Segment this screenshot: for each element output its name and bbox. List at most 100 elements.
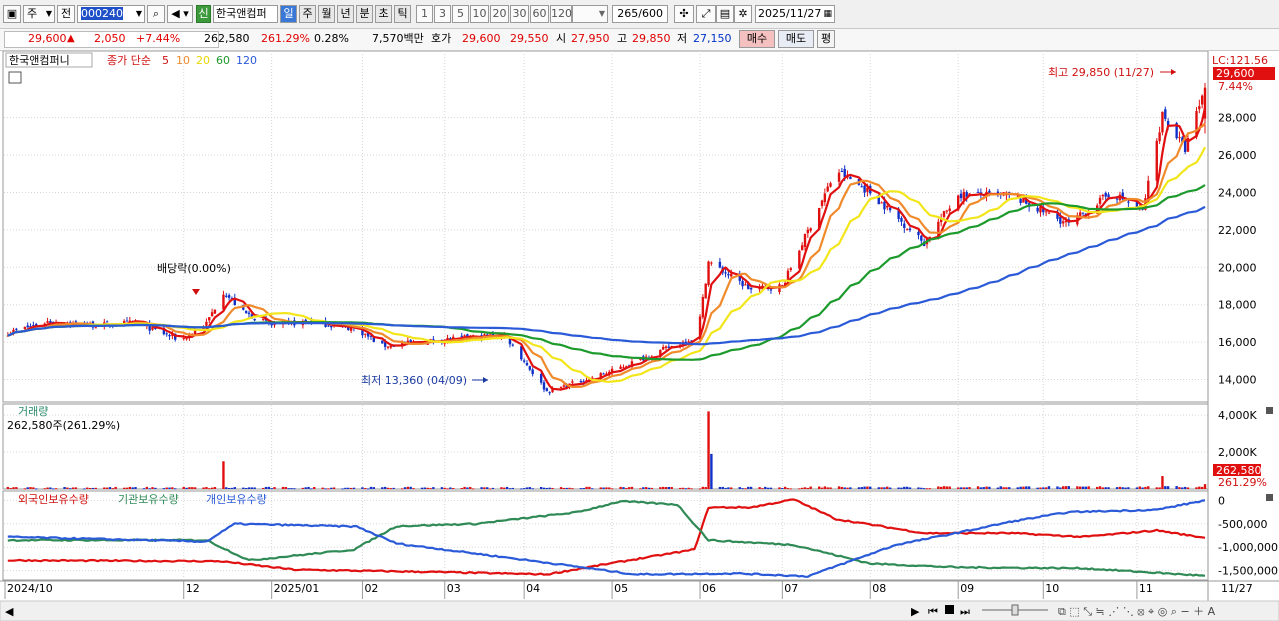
volume-bar — [1181, 487, 1184, 489]
period-button[interactable]: 주 — [299, 5, 316, 23]
volume-bar — [959, 487, 963, 489]
sell-button[interactable]: 매도 — [778, 30, 814, 48]
volume-bar — [270, 488, 273, 490]
candle-body — [1178, 137, 1181, 139]
period-button[interactable]: 월 — [318, 5, 335, 23]
date-field[interactable]: 2025/11/27 ▦ — [755, 5, 835, 23]
price-tick-label: 28,000 — [1218, 112, 1257, 125]
candle-body — [959, 193, 963, 199]
period-button[interactable]: 초 — [375, 5, 392, 23]
scroll-left-icon[interactable]: ◀ — [5, 605, 14, 618]
volume-bar — [392, 487, 395, 489]
zoom-slider-handle[interactable] — [1011, 604, 1019, 616]
count-button[interactable]: 10 — [470, 5, 489, 23]
volume-bar — [1098, 486, 1102, 489]
stock-name-box — [5, 52, 93, 68]
volume-bar — [313, 487, 316, 489]
volume-bar — [1203, 484, 1207, 489]
volume-bar — [965, 487, 968, 489]
ma-period-5[interactable]: 5 — [162, 54, 169, 67]
candle-body — [46, 321, 49, 323]
candle-body — [1203, 87, 1207, 119]
count-button[interactable]: 60 — [530, 5, 549, 23]
candle-body — [900, 217, 903, 222]
bottom-toolbar: ◀ ▶ ⏮ ⏭ ⧉ ⬚ ⤡ ≒ ⋰ ⋱ ⦻ ⌖ ◎ ⌕ − ＋ A — [0, 600, 1279, 621]
eval-button[interactable]: 평 — [817, 30, 835, 48]
ma-period-20[interactable]: 20 — [196, 54, 210, 67]
table-icon[interactable] — [8, 71, 22, 84]
stock-code-input[interactable]: 000240 ▼ — [77, 5, 145, 23]
prev-button[interactable]: 전 — [57, 5, 75, 23]
volume-bar — [630, 486, 634, 489]
candle-body — [1158, 132, 1161, 142]
volume-bar — [769, 487, 773, 489]
last-page-icon[interactable]: ⏭ — [960, 605, 970, 618]
volume-bar — [1144, 486, 1147, 489]
candle-body — [727, 274, 730, 276]
period-button[interactable]: 틱 — [394, 5, 411, 23]
volume-bar — [1104, 487, 1107, 489]
volume-bar — [786, 488, 790, 490]
volume-bar — [905, 486, 909, 489]
stock-name-field[interactable]: 한국앤컴퍼 — [213, 5, 278, 23]
panel-stock-name: 한국앤컴퍼니 — [9, 54, 70, 67]
volume-ratio: 261.29% — [261, 32, 310, 45]
layout-icon[interactable]: ▣ — [3, 5, 21, 23]
volume-bar — [273, 487, 276, 489]
ma-period-120[interactable]: 120 — [236, 54, 257, 67]
volume-bar — [403, 487, 407, 489]
x-axis-label: 04 — [526, 582, 540, 595]
candle-body — [1121, 192, 1124, 200]
volume-bar — [956, 487, 960, 489]
volume-bar — [125, 487, 129, 489]
lc-label: LC:121.56 — [1212, 54, 1268, 67]
expand-icon[interactable]: ⤢ — [696, 5, 716, 23]
speaker-icon[interactable]: ◀ ▾ — [167, 5, 193, 23]
volume-bar — [108, 487, 112, 489]
x-axis-label: 06 — [702, 582, 716, 595]
count-button[interactable]: 20 — [490, 5, 509, 23]
first-page-icon[interactable]: ⏮ — [928, 605, 938, 618]
drawing-tools-icon[interactable]: ⧉ ⬚ ⤡ ≒ ⋰ ⋱ ⦻ ⌖ ◎ ⌕ − ＋ A — [1058, 605, 1216, 618]
volume-bar — [420, 487, 424, 489]
scrollbar-track[interactable] — [0, 600, 1279, 621]
ma-period-10[interactable]: 10 — [176, 54, 190, 67]
volume-bar — [267, 486, 271, 489]
gear-icon[interactable]: ✲ — [734, 5, 752, 23]
current-price: 29,600 — [28, 32, 67, 45]
count-button[interactable]: 30 — [510, 5, 529, 23]
volume-bar — [922, 488, 926, 490]
candle-body — [429, 339, 432, 341]
search-icon[interactable]: ⌕ — [147, 5, 165, 23]
volume-bar — [208, 488, 211, 490]
page-count-field[interactable]: 265/600 — [612, 5, 668, 23]
market-select[interactable]: 주 ▼ — [23, 5, 55, 23]
scroll-right-icon[interactable]: ▶ — [911, 605, 920, 618]
candle-body — [1019, 198, 1022, 203]
candle-body — [559, 386, 563, 388]
volume-bar — [928, 488, 932, 490]
period-button[interactable]: 분 — [356, 5, 373, 23]
count-button[interactable]: 5 — [452, 5, 469, 23]
count-button[interactable]: 3 — [434, 5, 451, 23]
volume-bar — [508, 488, 512, 490]
volume-bar — [230, 487, 234, 489]
period-button[interactable]: 일 — [280, 5, 297, 23]
volume-bar — [783, 486, 787, 489]
panel-close-icon — [1266, 494, 1273, 501]
count-dropdown[interactable]: ▼ — [572, 5, 608, 23]
period-button[interactable]: 년 — [337, 5, 354, 23]
count-button[interactable]: 120 — [550, 5, 572, 23]
volume-bar — [670, 486, 673, 489]
save-icon[interactable]: ▤ — [716, 5, 734, 23]
volume-bar — [429, 488, 432, 490]
candle-body — [664, 346, 668, 348]
buy-button[interactable]: 매수 — [739, 30, 775, 48]
calendar-icon[interactable]: ▦ — [823, 9, 832, 19]
ma-period-60[interactable]: 60 — [216, 54, 230, 67]
stop-icon[interactable] — [945, 605, 954, 614]
candle-body — [749, 287, 753, 290]
crosshair-icon[interactable]: ✣ — [674, 5, 694, 23]
candle-body — [386, 346, 390, 348]
count-button[interactable]: 1 — [416, 5, 433, 23]
